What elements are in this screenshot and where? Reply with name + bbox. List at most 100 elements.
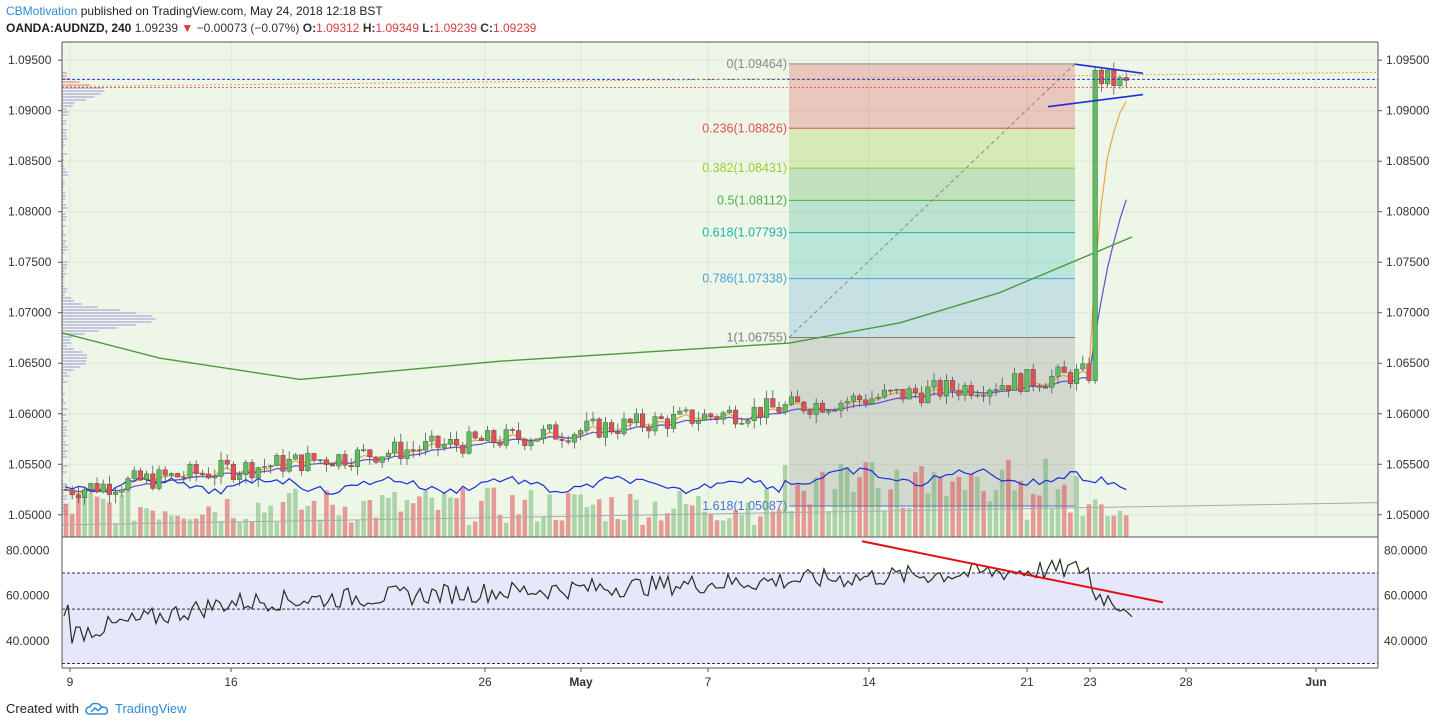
price-tick-label-right: 1.09500 <box>1386 53 1430 67</box>
volume-profile-row <box>62 441 66 443</box>
candle-body <box>472 431 478 439</box>
candle-body <box>981 394 987 397</box>
candle-body <box>850 395 856 402</box>
candle-body <box>249 462 255 479</box>
volume-profile-row <box>62 264 68 266</box>
candle-body <box>206 473 212 479</box>
fib-zone <box>789 200 1075 233</box>
volume-bar <box>776 509 782 537</box>
candle-body <box>702 413 708 421</box>
volume-profile-row <box>62 435 68 437</box>
volume-profile-row <box>62 195 66 197</box>
volume-bar <box>820 471 825 537</box>
close-value: 1.09239 <box>492 21 537 35</box>
candle-body <box>993 389 999 391</box>
drawings[interactable] <box>61 63 1379 526</box>
rsi-axis[interactable]: 80.0000 80.0000 60.0000 60.0000 40.0000 40.00… <box>6 543 1428 648</box>
candle-body <box>305 453 311 471</box>
tradingview-link[interactable]: TradingView <box>114 701 187 716</box>
volume-bar <box>652 501 658 537</box>
price-tick-label-right: 1.06500 <box>1386 356 1430 370</box>
candle-body <box>175 473 181 478</box>
volume-profile-row <box>62 444 68 446</box>
volume-bar <box>733 509 738 537</box>
candle-body <box>1049 375 1055 388</box>
volume-bar <box>367 500 373 537</box>
candle-body <box>144 473 150 480</box>
volume-bar <box>1024 519 1030 537</box>
volume-bar <box>541 516 546 537</box>
candle-body <box>621 418 627 434</box>
candle-body <box>106 483 112 495</box>
price-tick-label-left: 1.09000 <box>8 104 52 118</box>
candle-body <box>1092 69 1098 381</box>
volume-bar <box>410 503 416 537</box>
volume-bar <box>962 490 968 537</box>
volume-bar <box>100 498 106 537</box>
candle-body <box>615 431 621 434</box>
volume-profile-row <box>62 471 67 473</box>
volume-bar <box>1111 515 1117 537</box>
volume-profile-row <box>62 186 64 188</box>
volume-bar <box>528 490 534 537</box>
volume-profile-row <box>62 366 81 368</box>
volume-bar <box>832 489 838 537</box>
candle-body <box>82 489 88 499</box>
volume-profile-row <box>62 240 67 242</box>
volume-bar <box>714 520 720 537</box>
volume-bar <box>1080 515 1086 537</box>
volume-bar <box>398 511 404 537</box>
volume-profile-row <box>62 336 73 338</box>
orange-price-line <box>61 71 1379 88</box>
candle-body <box>658 416 664 420</box>
candle-body <box>689 409 695 424</box>
candle-body <box>274 455 280 466</box>
candle-body <box>429 435 435 442</box>
candle-body <box>739 423 745 425</box>
candle-body <box>268 465 274 467</box>
volume-profile-row <box>62 273 67 275</box>
volume-bar <box>342 506 348 537</box>
volume-profile-row <box>62 219 66 221</box>
candle-body <box>1086 363 1092 381</box>
candle-body <box>317 459 323 461</box>
rsi-tick-label-right: 60.0000 <box>1384 589 1428 603</box>
volume-bar <box>69 513 75 537</box>
volume-profile-row <box>62 501 64 503</box>
candle-body <box>578 430 584 435</box>
price-axis[interactable]: 1.09500 1.09500 1.09000 1.09000 1.08500 1.085… <box>8 53 1430 522</box>
fib-level-label: 0.786(1.07338) <box>702 272 787 286</box>
candle-body <box>559 438 565 441</box>
time-axis[interactable]: 9 16 23 26 May 7 14 21 28 Jun <box>67 668 1327 689</box>
candle-body <box>844 401 850 404</box>
candle-body <box>801 401 807 412</box>
candle-body <box>181 476 187 479</box>
candle-body <box>584 420 590 431</box>
volume-profile-row <box>62 339 70 341</box>
volume-profile-row <box>62 75 67 77</box>
volume-profile-row <box>62 333 85 335</box>
fibonacci-retracement[interactable]: 0(1.09464) 0.236(1.08826) 0.382(1.08431) 0.… <box>702 57 1076 513</box>
price-change: −0.00073 (−0.07%) <box>196 21 300 35</box>
candle-body <box>1055 366 1061 377</box>
volume-bar <box>485 487 490 537</box>
footer: Created with TradingView <box>6 701 187 716</box>
price-tick-label-left: 1.05000 <box>8 508 52 522</box>
candle-body <box>218 459 224 477</box>
volume-bar <box>813 477 819 537</box>
candle-body <box>187 464 193 478</box>
volume-profile-row <box>62 495 68 497</box>
candle-body <box>69 489 75 496</box>
volume-profile-row <box>62 306 98 308</box>
author-link[interactable]: CBMotivation <box>6 4 78 18</box>
candle-body <box>137 470 143 480</box>
rsi-tick-label-left: 80.0000 <box>6 543 50 557</box>
candle-body <box>379 456 385 463</box>
candle-body <box>280 455 286 472</box>
volume-profile-row <box>62 81 80 83</box>
volume-profile-row <box>62 297 71 299</box>
volume-profile-row <box>62 159 65 161</box>
volume-bar <box>404 499 410 537</box>
candle-body <box>131 470 137 479</box>
